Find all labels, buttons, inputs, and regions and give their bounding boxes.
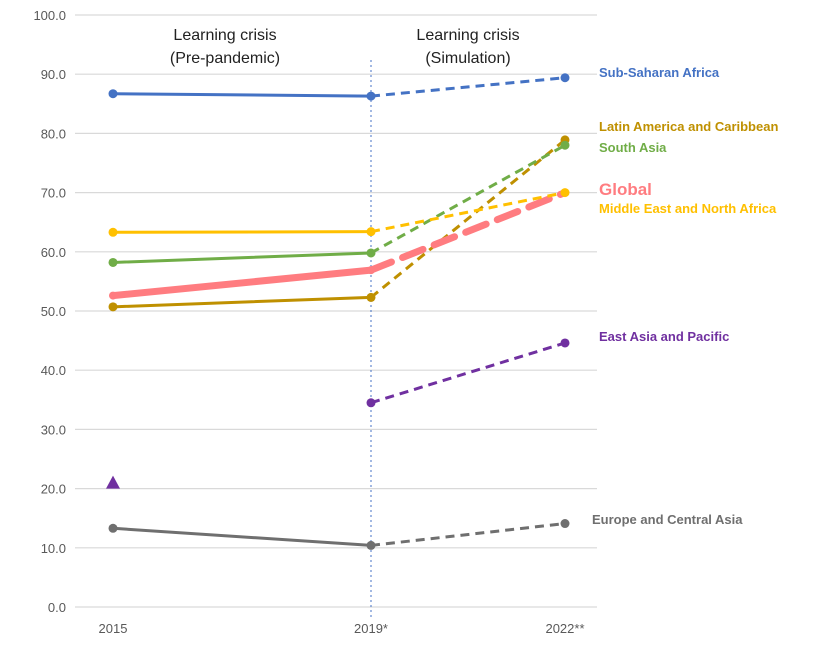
y-tick-label: 80.0 — [41, 126, 66, 141]
data-point — [108, 89, 118, 99]
x-tick-label: 2019* — [354, 621, 388, 636]
series-segment-solid — [111, 251, 373, 264]
y-tick-label: 20.0 — [41, 482, 66, 497]
series-segment-solid — [111, 230, 373, 234]
y-tick-label: 90.0 — [41, 67, 66, 82]
series-segment-dashed — [370, 341, 566, 405]
series-segment-solid — [109, 266, 375, 300]
header-prepandemic-line2: (Pre-pandemic) — [170, 50, 280, 67]
y-tick-label: 0.0 — [48, 600, 66, 615]
series-segment-dashed — [370, 143, 566, 255]
data-point — [109, 291, 117, 300]
x-tick-label: 2015 — [99, 621, 128, 636]
data-point — [108, 227, 118, 237]
data-point — [560, 140, 570, 150]
data-point — [560, 338, 570, 348]
y-axis-ticks: 0.0 10.0 20.0 30.0 40.0 50.0 60.0 70.0 80.0 90.0 1… — [33, 8, 66, 615]
data-point — [108, 523, 118, 533]
data-point — [560, 188, 570, 198]
data-point — [108, 302, 118, 312]
gridlines — [75, 14, 597, 608]
data-point — [560, 519, 570, 529]
y-tick-label: 10.0 — [41, 541, 66, 556]
series-segment-dashed — [370, 76, 566, 98]
data-point — [366, 292, 376, 302]
data-point — [367, 266, 375, 275]
y-tick-label: 70.0 — [41, 186, 66, 201]
series-global — [109, 188, 569, 300]
series-group — [106, 73, 570, 550]
y-tick-label: 100.0 — [33, 8, 66, 23]
data-point — [366, 91, 376, 101]
data-point — [366, 227, 376, 237]
series-segment-dashed — [370, 138, 566, 299]
data-point — [108, 257, 118, 267]
series-sub-saharan-africa — [108, 73, 570, 101]
data-point-triangle — [106, 475, 120, 489]
data-point — [560, 73, 570, 83]
header-prepandemic-line1: Learning crisis — [173, 27, 276, 44]
series-label: Middle East and North Africa — [599, 201, 777, 216]
series-east-asia-and-pacific — [106, 338, 570, 489]
y-tick-label: 60.0 — [41, 245, 66, 260]
x-tick-label: 2022** — [545, 621, 584, 636]
series-label: Global — [599, 180, 652, 199]
data-point — [366, 540, 376, 550]
series-latin-america-and-caribbean — [108, 135, 570, 312]
series-label: Sub-Saharan Africa — [599, 65, 720, 80]
series-segment-dashed — [370, 522, 566, 547]
header-simulation-line2: (Simulation) — [425, 50, 510, 67]
series-europe-and-central-asia — [108, 519, 570, 550]
series-label: Europe and Central Asia — [592, 512, 743, 527]
series-segment-solid — [111, 92, 373, 98]
data-point — [366, 398, 376, 408]
series-segment-solid — [111, 526, 373, 547]
series-south-asia — [108, 140, 570, 267]
series-segment-dashed — [367, 189, 569, 274]
series-labels: Sub-Saharan Africa Latin America and Cari… — [592, 65, 778, 527]
header-simulation-line1: Learning crisis — [416, 27, 519, 44]
series-segment-solid — [111, 295, 373, 309]
series-label: East Asia and Pacific — [599, 329, 729, 344]
x-axis-ticks: 2015 2019* 2022** — [99, 621, 585, 636]
y-tick-label: 40.0 — [41, 363, 66, 378]
series-label: South Asia — [599, 140, 667, 155]
series-label: Latin America and Caribbean — [599, 119, 778, 134]
series-middle-east-and-north-africa — [108, 188, 570, 237]
y-tick-label: 30.0 — [41, 422, 66, 437]
series-segment-dashed — [370, 191, 566, 234]
y-tick-label: 50.0 — [41, 304, 66, 319]
data-point — [366, 248, 376, 258]
